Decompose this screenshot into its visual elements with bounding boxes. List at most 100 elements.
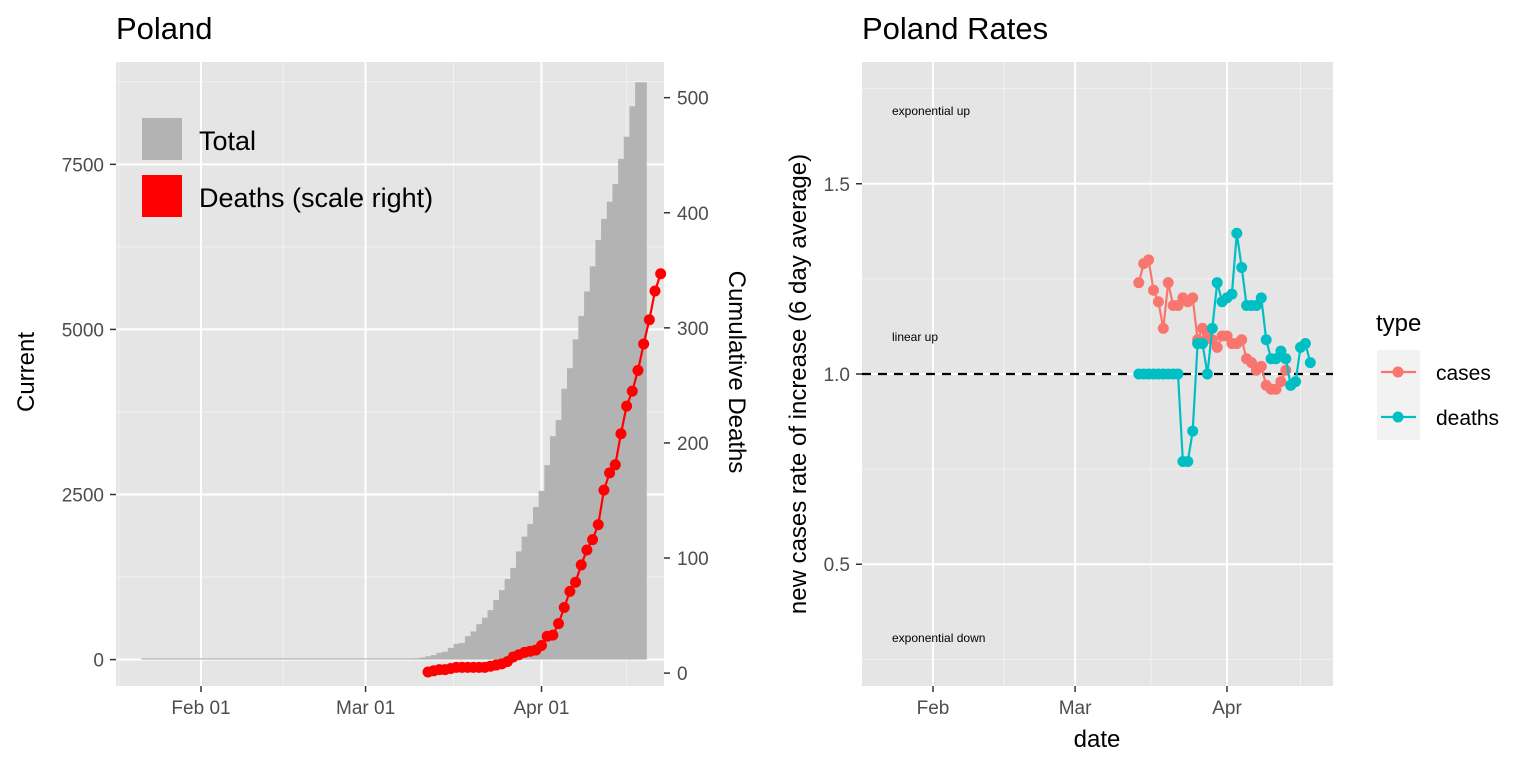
total-bar (430, 655, 437, 660)
total-bar (305, 658, 312, 660)
total-bar (510, 567, 517, 660)
total-bar (567, 368, 574, 660)
x-axis-tick-label: Feb (917, 698, 950, 719)
cases-point (1211, 341, 1223, 353)
legend-key-deaths-dot (1392, 411, 1404, 423)
annotation-linear-up: linear up (892, 330, 938, 344)
deaths-point (1304, 357, 1316, 369)
total-bar (283, 658, 290, 660)
y2-axis-tick-label: 500 (677, 89, 709, 110)
cases-point (1275, 376, 1287, 388)
deaths-point (592, 519, 604, 531)
y2-axis-tick-label: 400 (677, 204, 709, 225)
right-y-axis-title: Cumulative Deaths (723, 271, 750, 474)
total-bar (601, 218, 608, 660)
deaths-point (1260, 334, 1272, 346)
cases-point (1143, 254, 1155, 266)
total-bar (300, 658, 307, 660)
cases-point (1157, 322, 1169, 334)
total-bar (589, 266, 596, 660)
total-bar (294, 658, 301, 660)
y-axis-tick-label: 0.5 (824, 555, 850, 576)
legend-key-total (142, 118, 182, 160)
legend-key-deaths (142, 175, 182, 217)
total-bar (340, 658, 347, 660)
deaths-point (615, 428, 627, 440)
x-axis-tick-label: Apr (1212, 698, 1242, 719)
deaths-point (1280, 353, 1292, 365)
y-axis-tick-label: 7500 (62, 155, 104, 176)
cases-point (1133, 277, 1145, 289)
total-bar (527, 523, 534, 660)
total-bar (374, 658, 381, 660)
legend-label-deaths: Deaths (scale right) (199, 183, 433, 213)
total-bar (271, 658, 278, 660)
deaths-point (558, 602, 570, 614)
left-legend: Total Deaths (scale right) (142, 118, 433, 217)
total-bar (464, 636, 471, 660)
total-bar (158, 658, 165, 660)
total-bar (436, 652, 443, 660)
deaths-point (564, 585, 576, 597)
legend-key-cases-dot (1392, 366, 1404, 378)
annotation-exponential-up: exponential up (892, 104, 970, 118)
total-bar (408, 658, 415, 660)
total-bar (498, 590, 505, 660)
total-bar (215, 658, 222, 660)
y2-axis-tick-label: 300 (677, 319, 709, 340)
total-bar (260, 658, 267, 660)
legend-label-deaths-rate: deaths (1436, 407, 1499, 430)
deaths-point (1299, 338, 1311, 350)
deaths-point (570, 576, 582, 588)
legend-title-type: type (1376, 310, 1421, 337)
x-axis-tick-label: Mar (1059, 698, 1092, 719)
deaths-point (655, 268, 667, 280)
deaths-point (547, 629, 559, 641)
total-bar (147, 658, 154, 660)
total-bar (606, 201, 613, 660)
deaths-point (587, 534, 599, 546)
total-bar (357, 658, 364, 660)
total-bar (521, 536, 528, 660)
total-bar (504, 578, 511, 660)
total-bar (192, 658, 199, 660)
total-bar (470, 631, 477, 660)
total-bar (532, 506, 539, 660)
total-bar (266, 658, 273, 660)
total-bar (640, 82, 647, 660)
total-bar (317, 658, 324, 660)
total-bar (385, 658, 392, 660)
cases-point (1162, 277, 1174, 289)
deaths-point (1226, 288, 1238, 300)
total-bar (550, 436, 556, 660)
left-panel: Poland 0 2500 5000 7500 0 100 200 300 400 500 Feb … (13, 11, 750, 719)
total-bar (379, 658, 386, 660)
total-bar (152, 658, 159, 660)
total-bar (164, 658, 171, 660)
deaths-point (621, 400, 633, 412)
total-bar (612, 184, 619, 660)
total-bar (198, 658, 205, 660)
total-bar (572, 339, 579, 660)
total-bar (220, 658, 227, 660)
total-bar (476, 624, 483, 660)
x-axis-tick-label: Feb 01 (171, 698, 230, 719)
total-bar (618, 158, 625, 660)
y2-axis-tick-label: 0 (677, 664, 688, 685)
total-bar (391, 658, 398, 660)
total-bar (402, 658, 409, 660)
y-axis-tick-label: 0 (93, 651, 104, 672)
total-bar (288, 658, 295, 660)
total-bar (425, 656, 432, 660)
total-bar (413, 658, 420, 660)
total-bar (203, 658, 210, 660)
deaths-point (638, 338, 650, 350)
deaths-point (649, 285, 661, 297)
deaths-point (1236, 261, 1248, 273)
right-panel: Poland Rates exponential up linear up ex… (785, 11, 1499, 753)
total-bar (487, 610, 494, 660)
deaths-point (609, 459, 621, 471)
total-bar (328, 658, 335, 660)
total-bar (237, 658, 244, 660)
